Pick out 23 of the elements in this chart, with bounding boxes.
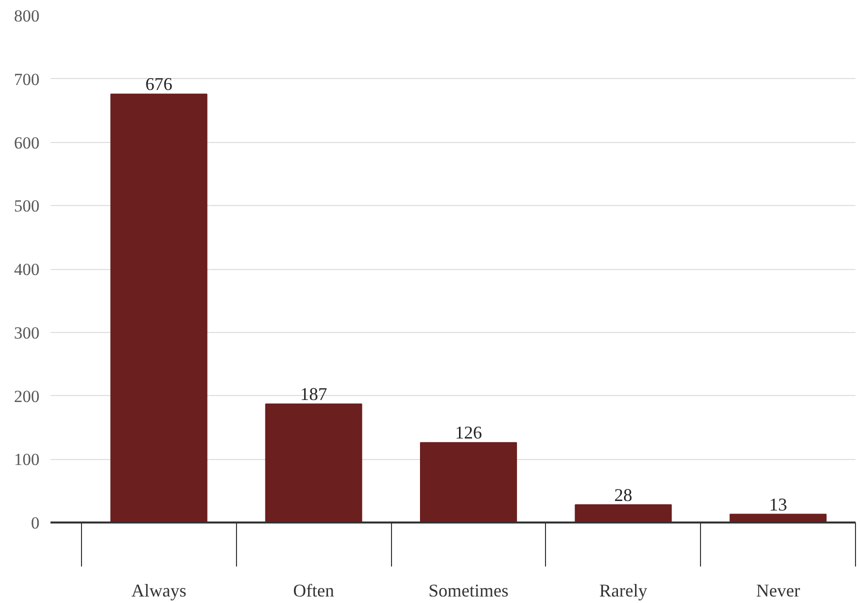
data-label: 187 xyxy=(300,384,328,404)
y-tick-label: 700 xyxy=(14,70,40,89)
x-tick-label: Often xyxy=(293,580,334,600)
y-tick-label: 800 xyxy=(14,6,40,26)
data-label: 676 xyxy=(145,74,172,94)
y-tick-label: 600 xyxy=(14,133,40,152)
bar xyxy=(110,94,208,522)
data-label: 13 xyxy=(769,494,788,514)
x-tick-label: Rarely xyxy=(599,580,648,600)
data-label: 126 xyxy=(454,422,482,443)
y-tick-label: 0 xyxy=(31,514,40,532)
y-tick-label: 200 xyxy=(14,386,40,406)
bar xyxy=(265,403,362,522)
y-tick-label: 100 xyxy=(14,450,40,470)
data-label: 28 xyxy=(614,484,632,505)
y-tick-label: 500 xyxy=(14,196,40,216)
x-tick-label: Sometimes xyxy=(428,580,508,600)
y-tick-label: 300 xyxy=(14,323,40,342)
bar xyxy=(420,442,517,522)
bar xyxy=(574,504,672,522)
x-tick-label: Never xyxy=(756,580,800,600)
y-tick-label: 400 xyxy=(14,260,40,279)
x-tick-label: Always xyxy=(131,580,186,600)
